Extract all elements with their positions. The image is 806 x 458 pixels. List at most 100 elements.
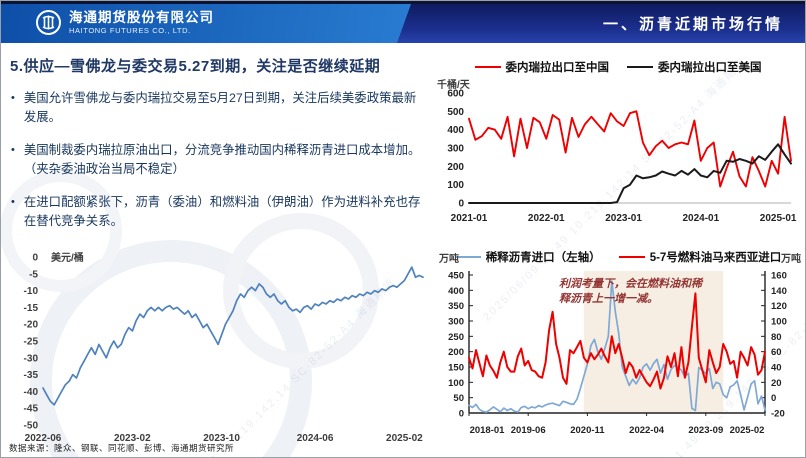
bullet-dot: • — [11, 144, 15, 157]
svg-text:100: 100 — [447, 180, 464, 191]
svg-text:350: 350 — [448, 301, 464, 312]
svg-text:160: 160 — [771, 271, 787, 282]
bullet-item: • 美国允许雪佛龙与委内瑞拉交易至5月27日到期，关注后续美委政策最新发展。 — [11, 89, 423, 126]
right-axis-unit: 万吨 — [781, 254, 801, 265]
bullet-list: • 美国允许雪佛龙与委内瑞拉交易至5月27日到期，关注后续美委政策最新发展。 • 美… — [11, 89, 423, 246]
svg-text:-20: -20 — [24, 320, 39, 331]
svg-text:2024-01: 2024-01 — [682, 213, 719, 224]
svg-text:600: 600 — [447, 89, 464, 100]
svg-text:300: 300 — [447, 144, 464, 155]
page-title: 5.供应—雪佛龙与委交易5.27到期，关注是否继续延期 — [10, 58, 381, 75]
svg-text:2025-02: 2025-02 — [386, 433, 423, 444]
chart-diluted-bitumen-spread: 0 -5 -10 -15 -20 -25 -30 -35 -40 -45 -50 美元/桶 2022-0… — [5, 243, 433, 445]
svg-text:0: 0 — [771, 393, 776, 404]
svg-text:100: 100 — [771, 317, 787, 328]
background-logo-watermark — [1, 170, 379, 457]
bullet-text: 在进口配额紧张下，沥青（委油）和燃料油（伊朗油）作为进料补充也存在替代竞争关系。 — [23, 195, 421, 229]
svg-text:2019-06: 2019-06 — [511, 425, 546, 436]
svg-text:美元/桶: 美元/桶 — [51, 251, 84, 264]
svg-text:千桶/天: 千桶/天 — [437, 78, 471, 91]
bullet-item: • 美国制裁委内瑞拉原油出口，分流竞争推动国内稀释沥青进口成本增加。（夹杂委油政治… — [11, 141, 423, 178]
svg-text:-20: -20 — [771, 409, 785, 420]
svg-text:150: 150 — [448, 363, 464, 374]
left-axis-unit: 万吨 — [439, 254, 459, 265]
svg-text:-45: -45 — [24, 404, 39, 415]
header-brand: 海通期货股份有限公司 HAITONG FUTURES CO., LTD. — [35, 9, 214, 36]
svg-text:300: 300 — [448, 317, 464, 328]
svg-text:0: 0 — [458, 199, 464, 210]
svg-text:2021-01: 2021-01 — [451, 213, 488, 224]
svg-text:2022-01: 2022-01 — [528, 213, 565, 224]
legend-label: 5-7号燃料油马来西亚进口 — [649, 252, 782, 264]
imports-chart-canvas: 4504003503002502001501005001601401201008… — [448, 271, 787, 437]
legend-label: 委内瑞拉出口至中国 — [505, 62, 610, 74]
legend-label: 稀释沥青进口（左轴） — [485, 252, 601, 264]
svg-text:20: 20 — [771, 378, 782, 389]
section-title: 一、沥青近期市场行情 — [602, 16, 783, 33]
legend-line-swatch — [454, 256, 481, 258]
chart-annotation: 利润考量下，会在燃料油和稀释沥青上一增一减。 — [559, 278, 702, 306]
svg-text:-30: -30 — [24, 353, 39, 364]
header: 海通期货股份有限公司 HAITONG FUTURES CO., LTD. 一、沥… — [1, 4, 805, 43]
svg-text:-25: -25 — [24, 337, 39, 348]
svg-text:-35: -35 — [24, 370, 39, 381]
company-name-en: HAITONG FUTURES CO., LTD. — [69, 25, 191, 35]
bullet-item: • 在进口配额紧张下，沥青（委油）和燃料油（伊朗油）作为进料补充也存在替代竞争关系… — [11, 193, 423, 230]
svg-text:400: 400 — [448, 286, 464, 297]
svg-text:250: 250 — [448, 332, 464, 343]
svg-text:-10: -10 — [24, 286, 39, 297]
svg-text:2018-01: 2018-01 — [470, 425, 506, 436]
bullet-text: 美国制裁委内瑞拉原油出口，分流竞争推动国内稀释沥青进口成本增加。（夹杂委油政治当… — [23, 143, 421, 176]
legend-item: 委内瑞拉出口至美国 — [627, 59, 762, 75]
svg-text:2023-02: 2023-02 — [114, 433, 151, 444]
chart-bitumen-fueloil-imports: 万吨 稀释沥青进口（左轴） 5-7号燃料油马来西亚进口 万吨 利润考量下，会在燃… — [433, 247, 803, 447]
svg-text:200: 200 — [448, 347, 464, 358]
chart-venezuela-exports: 委内瑞拉出口至中国 委内瑞拉出口至美国 千桶/天 600 500 400 300 200 1… — [433, 57, 803, 229]
legend-label: 委内瑞拉出口至美国 — [658, 62, 762, 74]
legend: 万吨 稀释沥青进口（左轴） 5-7号燃料油马来西亚进口 万吨 — [433, 247, 803, 267]
svg-text:140: 140 — [771, 286, 787, 297]
spread-chart-canvas: 0 -5 -10 -15 -20 -25 -30 -35 -40 -45 -50 美元/桶 2022-0… — [24, 251, 424, 444]
svg-text:2023-10: 2023-10 — [203, 433, 240, 444]
svg-text:-40: -40 — [24, 387, 39, 398]
legend-item: 5-7号燃料油马来西亚进口 — [618, 249, 782, 265]
svg-text:2020-11: 2020-11 — [570, 425, 605, 436]
svg-text:60: 60 — [771, 347, 782, 358]
bullet-text: 美国允许雪佛龙与委内瑞拉交易至5月27日到期，关注后续美委政策最新发展。 — [23, 91, 417, 124]
svg-text:2023-01: 2023-01 — [605, 213, 642, 224]
company-name-cn: 海通期货股份有限公司 — [69, 10, 214, 26]
company-logo-icon — [36, 10, 61, 35]
svg-text:100: 100 — [448, 378, 464, 389]
svg-text:450: 450 — [448, 271, 464, 282]
svg-text:120: 120 — [771, 301, 787, 312]
svg-text:200: 200 — [447, 162, 464, 173]
legend-line-swatch — [627, 66, 653, 68]
top-edge-strip — [1, 1, 805, 4]
svg-text:2024-06: 2024-06 — [297, 433, 334, 444]
svg-text:-50: -50 — [24, 421, 39, 432]
svg-text:2025-02: 2025-02 — [730, 425, 765, 436]
svg-text:-15: -15 — [24, 303, 39, 314]
svg-text:2022-06: 2022-06 — [25, 433, 62, 444]
svg-text:0: 0 — [459, 409, 464, 420]
svg-text:40: 40 — [771, 363, 782, 374]
legend-item: 委内瑞拉出口至中国 — [474, 59, 610, 75]
legend: 委内瑞拉出口至中国 委内瑞拉出口至美国 — [433, 57, 803, 77]
bullet-dot: • — [11, 92, 15, 104]
svg-text:2025-01: 2025-01 — [760, 213, 797, 224]
svg-text:400: 400 — [447, 125, 464, 136]
legend-line-swatch — [474, 66, 501, 68]
svg-text:2023-09: 2023-09 — [688, 425, 723, 436]
svg-text:-5: -5 — [29, 269, 38, 280]
header-section-band: 一、沥青近期市场行情 — [397, 4, 805, 43]
data-source: 数据来源：隆众、钢联、同花顺、彭博、海通期货研究所 — [9, 443, 235, 453]
svg-text:500: 500 — [447, 107, 464, 118]
legend-line-swatch — [618, 256, 645, 258]
svg-text:0: 0 — [32, 253, 38, 264]
legend-item: 稀释沥青进口（左轴） — [454, 249, 601, 265]
bullet-dot: • — [11, 196, 15, 209]
svg-text:2022-04: 2022-04 — [629, 425, 665, 436]
svg-text:50: 50 — [453, 393, 464, 404]
